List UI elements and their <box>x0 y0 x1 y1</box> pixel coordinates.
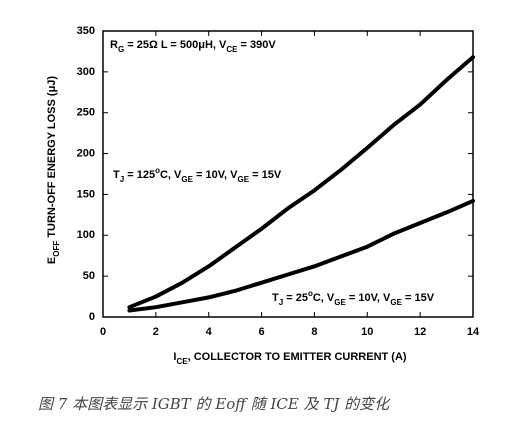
y-tick-label: 150 <box>77 188 95 200</box>
text-part: CE <box>226 45 238 54</box>
y-tick-label: 250 <box>77 107 95 119</box>
text-part: o <box>155 166 160 175</box>
annotation: RG = 25Ω L = 500μH, VCE = 390V <box>110 39 276 54</box>
text-part: J <box>120 175 124 184</box>
text-part: = 390V <box>238 39 277 51</box>
text-part: J <box>279 298 283 307</box>
x-tick-label: 0 <box>100 326 106 338</box>
text-part: C, V <box>313 292 335 304</box>
caption: 图 7 本图表显示 IGBT 的 Eoff 随 ICE 及 TJ 的变化 <box>38 395 391 413</box>
y-axis-label: EOFF TURN-OFF ENERGY LOSS (μJ) <box>46 76 61 264</box>
text-part: = 25Ω L = 500μH, V <box>124 39 227 51</box>
y-tick-label: 100 <box>77 229 95 241</box>
series-label: TJ = 25oC, VGE = 10V, VGE = 15V <box>272 289 435 307</box>
line <box>127 198 475 313</box>
y-tick-label: 0 <box>89 311 95 323</box>
x-axis-label: ICE, COLLECTOR TO EMITTER CURRENT (A) <box>173 351 406 366</box>
line <box>127 55 475 310</box>
text-part: GE <box>238 175 250 184</box>
x-tick-label: 12 <box>414 326 426 338</box>
text-part: , COLLECTOR TO EMITTER CURRENT (A) <box>188 351 407 363</box>
text-part: = 15V <box>249 169 282 181</box>
text-part: OFF <box>52 241 61 257</box>
text-part: G <box>118 45 124 54</box>
text-part: = 10V, V <box>193 169 238 181</box>
x-tick-label: 2 <box>153 326 159 338</box>
text-part: GE <box>334 298 346 307</box>
text-part: = 25 <box>283 292 308 304</box>
x-tick-label: 8 <box>311 326 317 338</box>
text-part: = 10V, V <box>346 292 391 304</box>
text-part: o <box>308 289 313 298</box>
x-tick-label: 6 <box>259 326 265 338</box>
y-tick-label: 300 <box>77 66 95 78</box>
text-part: GE <box>181 175 193 184</box>
text-part: = 125 <box>124 169 155 181</box>
text-part: CE <box>176 357 188 366</box>
x-tick-label: 14 <box>467 326 480 338</box>
text-part: I <box>173 351 176 363</box>
x-tick-label: 4 <box>206 326 213 338</box>
text-part: R <box>110 39 118 51</box>
text-part: GE <box>390 298 402 307</box>
y-tick-label: 50 <box>83 270 95 282</box>
x-tick-label: 10 <box>361 326 373 338</box>
plot-frame <box>102 30 474 318</box>
text-part: E <box>46 257 58 264</box>
text-part: C, V <box>160 169 182 181</box>
text-part: = 15V <box>402 292 435 304</box>
text-part: T <box>272 292 279 304</box>
y-tick-label: 200 <box>77 147 95 159</box>
text-part: TURN-OFF ENERGY LOSS (μJ) <box>46 76 58 241</box>
y-tick-label: 350 <box>77 25 95 37</box>
series-label: TJ = 125oC, VGE = 10V, VGE = 15V <box>113 166 282 184</box>
text-part: T <box>113 169 120 181</box>
